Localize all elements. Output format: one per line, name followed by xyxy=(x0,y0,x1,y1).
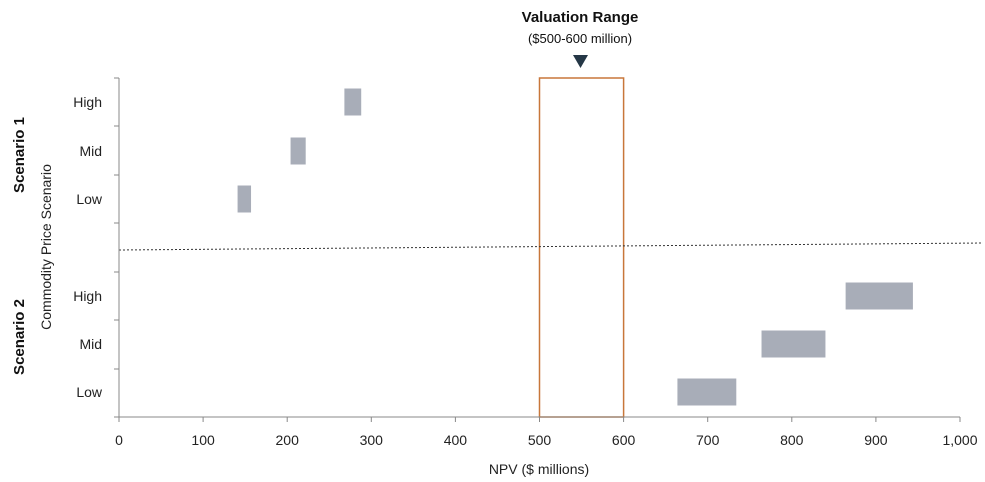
x-tick-label: 100 xyxy=(191,432,215,448)
range-bar-1-mid xyxy=(290,137,306,165)
range-bars xyxy=(237,88,913,406)
x-axis-title: NPV ($ millions) xyxy=(489,461,589,477)
category-label: Low xyxy=(76,191,103,207)
valuation-range-subtitle: ($500-600 million) xyxy=(528,31,632,46)
valuation-range-title: Valuation Range xyxy=(522,9,639,26)
scenario-divider xyxy=(118,242,984,251)
valuation-range-box xyxy=(538,77,625,418)
category-label: Mid xyxy=(79,336,102,352)
y-axis-title: Commodity Price Scenario xyxy=(38,164,54,330)
x-tick-label: 600 xyxy=(612,432,636,448)
range-bar-1-low xyxy=(237,185,252,213)
category-label: Low xyxy=(76,384,103,400)
x-tick-label: 300 xyxy=(360,432,384,448)
category-label: High xyxy=(73,288,102,304)
category-labels: High Mid Low High Mid Low xyxy=(73,94,103,400)
scenario-2-label: Scenario 2 xyxy=(11,299,28,375)
range-bar-2-low xyxy=(677,378,737,406)
category-label: High xyxy=(73,94,102,110)
range-bar-1-high xyxy=(344,88,362,116)
x-tick-label: 500 xyxy=(528,432,552,448)
x-tick-labels: 0 100 200 300 400 500 600 700 800 900 1,000 xyxy=(115,432,978,448)
x-tick-label: 200 xyxy=(276,432,300,448)
x-axis-ticks xyxy=(118,417,961,422)
y-axis-ticks xyxy=(114,77,119,418)
scenario-1-label: Scenario 1 xyxy=(11,117,28,193)
x-tick-label: 800 xyxy=(780,432,804,448)
x-tick-label: 700 xyxy=(696,432,720,448)
x-tick-label: 400 xyxy=(444,432,468,448)
x-tick-label: 1,000 xyxy=(942,432,977,448)
valuation-marker-icon xyxy=(573,55,588,68)
x-tick-label: 0 xyxy=(115,432,123,448)
range-bar-2-mid xyxy=(761,330,826,358)
x-tick-label: 900 xyxy=(864,432,888,448)
category-label: Mid xyxy=(79,143,102,159)
range-bar-2-high xyxy=(845,282,913,310)
